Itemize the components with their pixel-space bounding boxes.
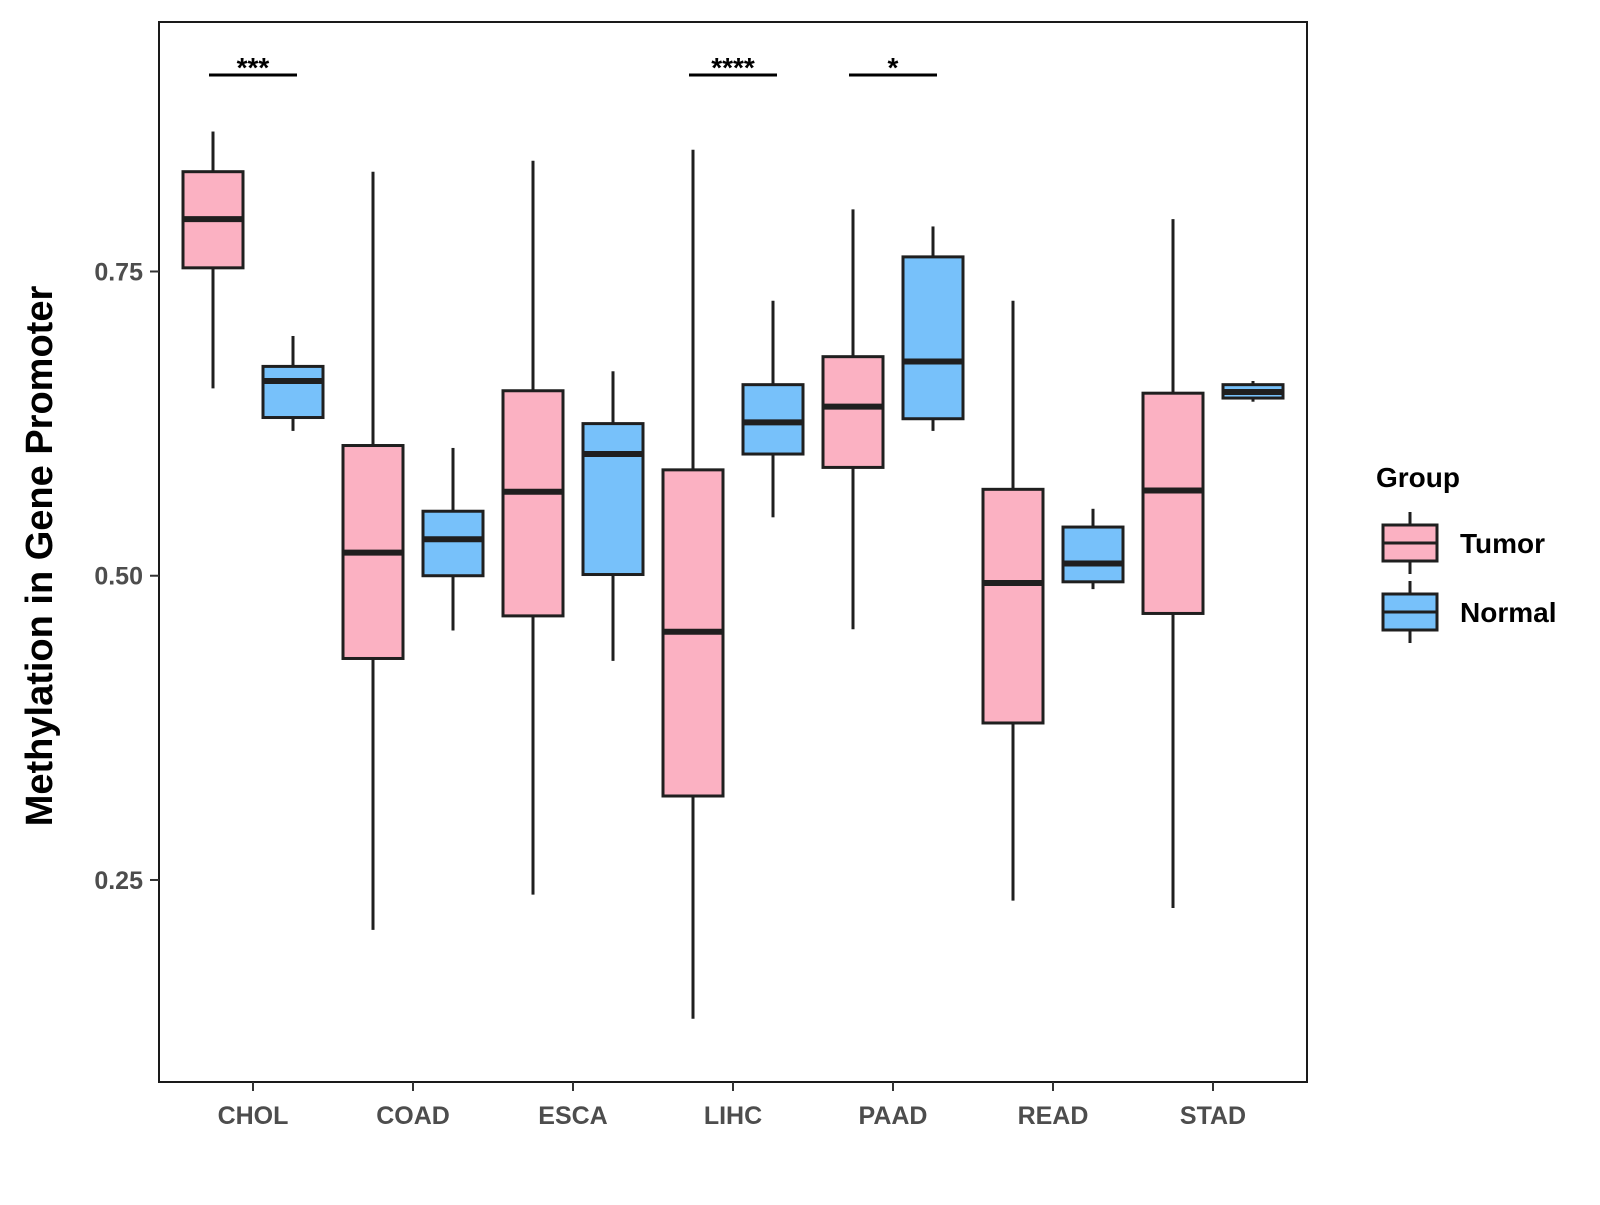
significance-annotations: *** **** * — [209, 52, 937, 83]
box-iqr — [421, 509, 485, 578]
box-tumor-esca[interactable] — [501, 160, 565, 895]
box-iqr — [1061, 525, 1125, 584]
box-normal-stad[interactable] — [1221, 381, 1285, 402]
box-iqr — [501, 389, 565, 618]
box-normal-esca[interactable] — [581, 371, 645, 661]
box-tumor-paad[interactable] — [821, 209, 885, 630]
plot-panel-border — [158, 21, 1308, 1083]
box-tumor-stad[interactable] — [1141, 219, 1205, 908]
box-normal-chol[interactable] — [261, 335, 325, 431]
box-iqr — [741, 383, 805, 456]
x-tick-label-read: READ — [1018, 1102, 1089, 1130]
box-iqr — [1141, 391, 1205, 615]
significance-chol: *** — [209, 52, 297, 83]
box-normal-paad[interactable] — [901, 226, 965, 431]
box-normal-lihc[interactable] — [741, 300, 805, 518]
box-iqr — [981, 487, 1045, 725]
x-tick-label-stad: STAD — [1180, 1102, 1246, 1130]
y-tick-label: 0.75 — [94, 258, 143, 286]
x-tick-label-lihc: LIHC — [704, 1102, 762, 1130]
x-tick-label-coad: COAD — [376, 1102, 450, 1130]
box-iqr — [901, 255, 965, 421]
y-axis: 0.25 0.50 0.75 — [94, 258, 159, 895]
y-axis-title: Methylation in Gene Promoter — [19, 286, 61, 827]
legend-key-normal[interactable]: Normal — [1381, 581, 1556, 643]
y-tick-label: 0.50 — [94, 563, 143, 591]
significance-stars: *** — [237, 52, 270, 83]
y-tick-label: 0.25 — [94, 867, 143, 895]
boxes-layer — [181, 131, 1285, 1019]
x-tick-label-paad: PAAD — [859, 1102, 928, 1130]
legend-label-normal: Normal — [1460, 597, 1556, 628]
x-tick-label-chol: CHOL — [218, 1102, 289, 1130]
legend-key-tumor[interactable]: Tumor — [1381, 512, 1545, 574]
box-iqr — [261, 364, 325, 420]
box-tumor-chol[interactable] — [181, 131, 245, 389]
significance-stars: **** — [711, 52, 755, 83]
box-tumor-coad[interactable] — [341, 171, 405, 930]
significance-paad: * — [849, 52, 937, 83]
box-normal-coad[interactable] — [421, 447, 485, 631]
significance-stars: * — [888, 52, 899, 83]
box-iqr — [821, 355, 885, 469]
box-tumor-read[interactable] — [981, 300, 1045, 901]
box-iqr — [581, 422, 645, 577]
legend-label-tumor: Tumor — [1460, 528, 1545, 559]
x-tick-label-esca: ESCA — [538, 1102, 607, 1130]
x-axis: CHOL COAD ESCA LIHC PAAD READ STAD — [218, 1082, 1246, 1130]
legend: Group Tumor Normal — [1376, 462, 1556, 643]
significance-lihc: **** — [689, 52, 777, 83]
legend-title: Group — [1376, 462, 1460, 493]
box-tumor-lihc[interactable] — [661, 149, 725, 1019]
box-normal-read[interactable] — [1061, 508, 1125, 590]
